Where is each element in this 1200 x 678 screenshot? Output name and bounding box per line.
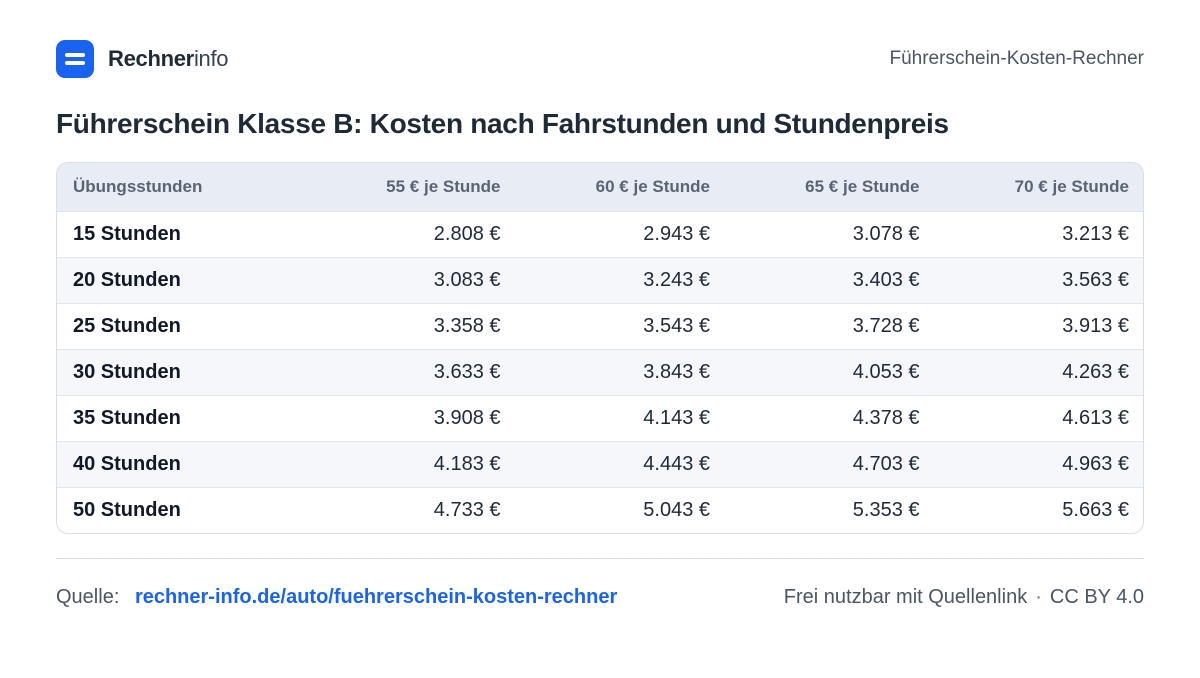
table-cell: 4.053 € bbox=[852, 360, 920, 383]
table-cell: 4.263 € bbox=[1062, 360, 1129, 383]
brand-name: Rechnerinfo bbox=[108, 46, 229, 72]
row-label: 50 Stunden bbox=[73, 498, 181, 521]
table-row: 25 Stunden 3.358 € 3.543 € 3.728 € 3.913… bbox=[57, 303, 1143, 349]
column-header-70: 70 € je Stunde bbox=[1014, 176, 1129, 196]
logo-bar-top bbox=[65, 53, 85, 57]
table-cell: 4.963 € bbox=[1062, 452, 1129, 475]
table-cell: 4.703 € bbox=[852, 452, 920, 475]
source-link[interactable]: rechner-info.de/auto/fuehrerschein-koste… bbox=[134, 585, 618, 608]
source: Quelle: rechner-info.de/auto/fuehrersche… bbox=[56, 586, 617, 609]
table-cell: 3.563 € bbox=[1062, 268, 1129, 291]
row-label: 15 Stunden bbox=[73, 222, 181, 245]
column-header-lessons: Übungsstunden bbox=[73, 176, 203, 196]
row-label: 20 Stunden bbox=[73, 268, 181, 291]
table-cell: 5.353 € bbox=[852, 498, 920, 521]
table-row: 40 Stunden 4.183 € 4.443 € 4.703 € 4.963… bbox=[57, 441, 1143, 487]
cost-table: Übungsstunden 55 € je Stunde 60 € je Stu… bbox=[57, 163, 1143, 533]
footer-divider bbox=[56, 558, 1144, 559]
table-cell: 3.078 € bbox=[852, 222, 920, 245]
table-cell: 2.943 € bbox=[643, 222, 710, 245]
column-header-65: 65 € je Stunde bbox=[805, 176, 920, 196]
rechnerinfo-logo-icon bbox=[56, 40, 94, 78]
brand-name-strong: Rechner bbox=[108, 46, 194, 71]
separator: · bbox=[1035, 585, 1042, 608]
cost-table-card: Übungsstunden 55 € je Stunde 60 € je Stu… bbox=[56, 162, 1144, 534]
table-cell: 3.908 € bbox=[433, 406, 501, 429]
column-header-55: 55 € je Stunde bbox=[386, 176, 501, 196]
table-cell: 4.443 € bbox=[643, 452, 710, 475]
table-cell: 3.913 € bbox=[1062, 314, 1129, 337]
table-cell: 2.808 € bbox=[433, 222, 501, 245]
table-row: 30 Stunden 3.633 € 3.843 € 4.053 € 4.263… bbox=[57, 349, 1143, 395]
license-text: Frei nutzbar mit Quellenlink bbox=[783, 585, 1028, 608]
table-cell: 3.358 € bbox=[433, 314, 501, 337]
table-cell: 3.083 € bbox=[433, 268, 501, 291]
tool-name: Führerschein-Kosten-Rechner bbox=[889, 48, 1144, 69]
logo-bar-bottom bbox=[65, 61, 85, 65]
table-cell: 4.143 € bbox=[643, 406, 710, 429]
table-cell: 3.728 € bbox=[852, 314, 920, 337]
license: CC BY 4.0 bbox=[1049, 585, 1144, 608]
table-cell: 3.243 € bbox=[643, 268, 710, 291]
row-label: 30 Stunden bbox=[73, 360, 181, 383]
row-label: 35 Stunden bbox=[73, 406, 181, 429]
table-cell: 4.378 € bbox=[852, 406, 920, 429]
table-cell: 3.213 € bbox=[1062, 222, 1129, 245]
brand-name-light: info bbox=[193, 46, 229, 71]
footer: Quelle: rechner-info.de/auto/fuehrersche… bbox=[56, 582, 1144, 612]
table-row: 35 Stunden 3.908 € 4.143 € 4.378 € 4.613… bbox=[57, 395, 1143, 441]
license-info: Frei nutzbar mit Quellenlink · CC BY 4.0 bbox=[784, 586, 1144, 609]
table-cell: 4.183 € bbox=[433, 452, 501, 475]
table-cell: 5.043 € bbox=[643, 498, 710, 521]
table-cell: 3.843 € bbox=[643, 360, 710, 383]
source-label: Quelle: bbox=[56, 585, 120, 608]
brand[interactable]: Rechnerinfo bbox=[56, 40, 229, 78]
table-cell: 4.733 € bbox=[433, 498, 501, 521]
table-row: 20 Stunden 3.083 € 3.243 € 3.403 € 3.563… bbox=[57, 257, 1143, 303]
table-cell: 3.543 € bbox=[643, 314, 710, 337]
row-label: 40 Stunden bbox=[73, 452, 181, 475]
table-cell: 5.663 € bbox=[1062, 498, 1129, 521]
row-label: 25 Stunden bbox=[73, 314, 181, 337]
header: Rechnerinfo Führerschein-Kosten-Rechner bbox=[56, 40, 1144, 78]
table-row: 50 Stunden 4.733 € 5.043 € 5.353 € 5.663… bbox=[57, 487, 1143, 533]
table-row: 15 Stunden 2.808 € 2.943 € 3.078 € 3.213… bbox=[57, 211, 1143, 257]
table-cell: 4.613 € bbox=[1062, 406, 1129, 429]
table-cell: 3.403 € bbox=[852, 268, 920, 291]
table-header-row: Übungsstunden 55 € je Stunde 60 € je Stu… bbox=[57, 163, 1143, 211]
page-title: Führerschein Klasse B: Kosten nach Fahrs… bbox=[56, 108, 949, 139]
table-cell: 3.633 € bbox=[433, 360, 501, 383]
column-header-60: 60 € je Stunde bbox=[595, 176, 710, 196]
